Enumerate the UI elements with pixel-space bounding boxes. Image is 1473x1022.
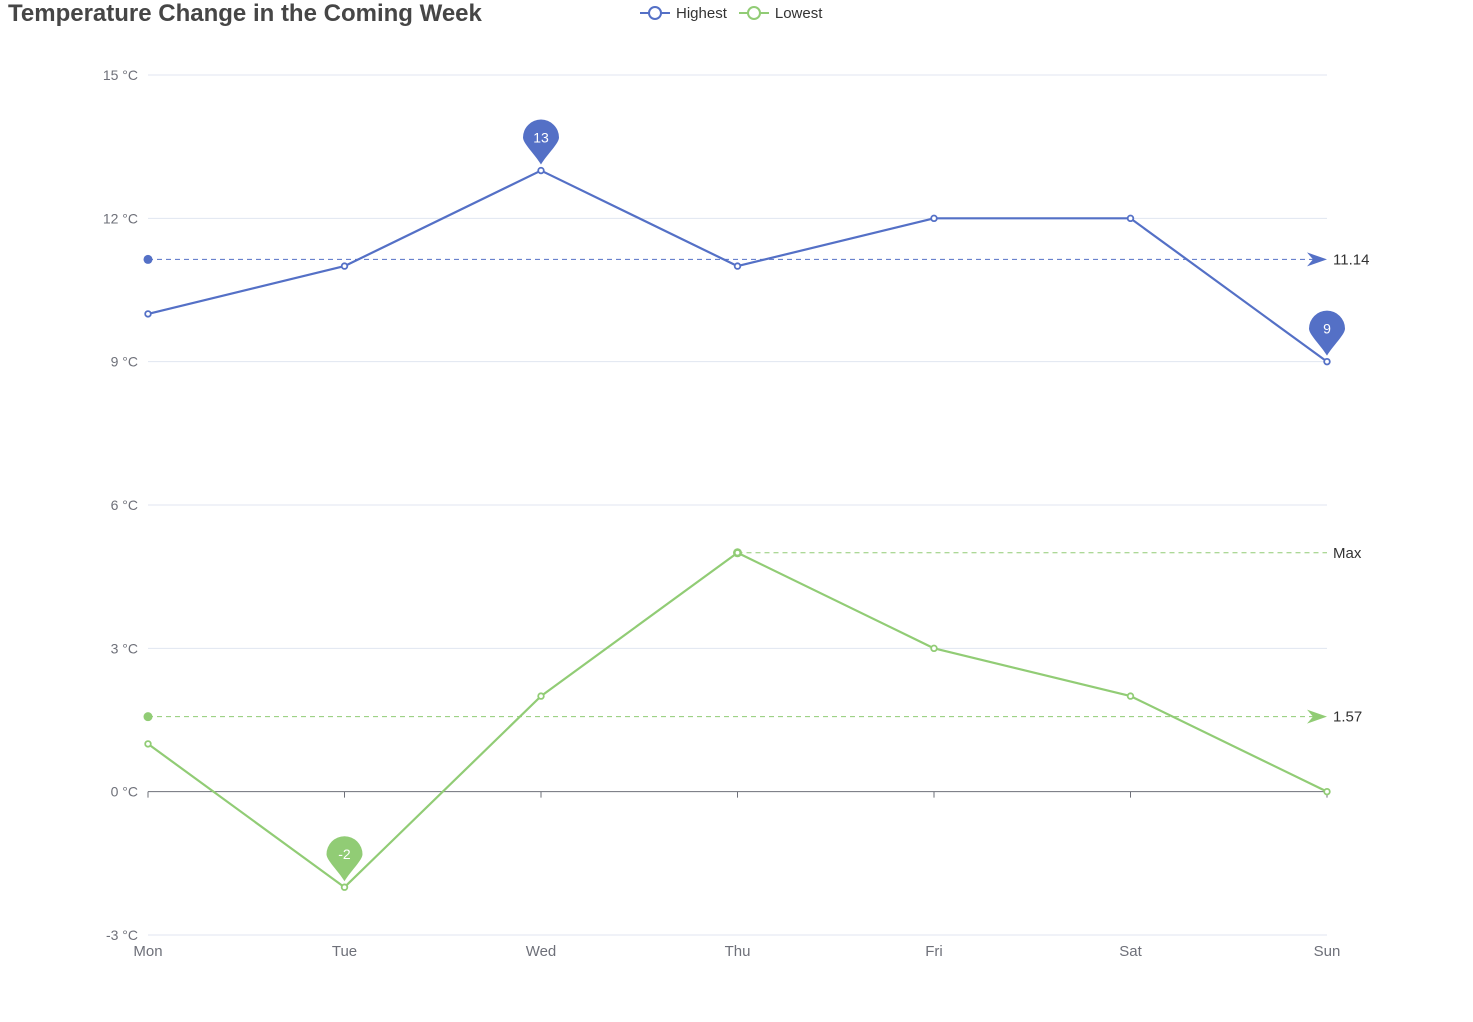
- highest-point-mon[interactable]: [144, 310, 152, 318]
- highest-average-arrow: [1307, 252, 1327, 267]
- x-tick-label-sun: Sun: [1314, 943, 1341, 960]
- lowest-point-thu[interactable]: [733, 549, 742, 557]
- lowest-average-start-dot: [143, 712, 153, 722]
- highest-average-start-dot: [143, 254, 153, 264]
- lowest-markpoint-0-label: -2: [338, 846, 351, 862]
- legend-item-highest[interactable]: Highest: [640, 4, 727, 22]
- x-tick-label-tue: Tue: [332, 943, 357, 960]
- x-tick-label-wed: Wed: [526, 943, 557, 960]
- lowest-point-sun[interactable]: [1323, 787, 1331, 796]
- highest-average-label: 11.14: [1333, 251, 1369, 268]
- highest-markpoint-1-pin: [1309, 310, 1345, 356]
- lowest-point-mon[interactable]: [144, 740, 152, 748]
- y-tick-label-4: 3 °C: [111, 640, 138, 656]
- y-tick-label-2: 9 °C: [111, 354, 138, 370]
- x-tick-label-mon: Mon: [133, 943, 162, 960]
- legend-item-lowest[interactable]: Lowest: [738, 4, 823, 22]
- highest-point-wed[interactable]: [537, 166, 545, 175]
- lowest-max-label: Max: [1333, 545, 1362, 562]
- lowest-average-label: 1.57: [1333, 709, 1362, 726]
- highest-point-sun[interactable]: [1323, 357, 1331, 366]
- lowest-point-wed[interactable]: [537, 692, 545, 700]
- highest-point-sat[interactable]: [1126, 214, 1135, 223]
- y-tick-label-3: 6 °C: [111, 497, 138, 513]
- y-tick-label-1: 12 °C: [103, 210, 138, 226]
- x-tick-label-fri: Fri: [925, 943, 943, 960]
- x-tick-label-thu: Thu: [725, 943, 751, 960]
- highest-markpoint-0-label: 13: [533, 130, 549, 146]
- legend-label-highest: Highest: [676, 4, 727, 22]
- legend-swatch-highest: [640, 6, 670, 20]
- legend: Highest Lowest: [640, 4, 834, 22]
- y-tick-label-6: -3 °C: [106, 927, 138, 943]
- highest-markpoint-1-label: 9: [1323, 321, 1331, 337]
- lowest-series-line: [147, 551, 1328, 889]
- legend-swatch-lowest: [738, 6, 769, 20]
- lowest-point-sat[interactable]: [1126, 692, 1135, 700]
- highest-point-thu[interactable]: [733, 262, 742, 270]
- y-tick-label-5: 0 °C: [111, 784, 138, 800]
- highest-point-tue[interactable]: [340, 262, 349, 270]
- lowest-point-fri[interactable]: [930, 644, 938, 653]
- lowest-average-arrow: [1307, 709, 1327, 724]
- y-tick-label-0: 15 °C: [103, 67, 138, 83]
- x-tick-label-sat: Sat: [1119, 943, 1142, 960]
- chart-title: Temperature Change in the Coming Week: [8, 0, 482, 27]
- highest-point-fri[interactable]: [930, 214, 938, 223]
- highest-markpoint-0-pin: [523, 119, 559, 165]
- lowest-point-tue[interactable]: [340, 883, 349, 891]
- lowest-markpoint-0-pin: [326, 836, 363, 882]
- legend-label-lowest: Lowest: [774, 4, 823, 22]
